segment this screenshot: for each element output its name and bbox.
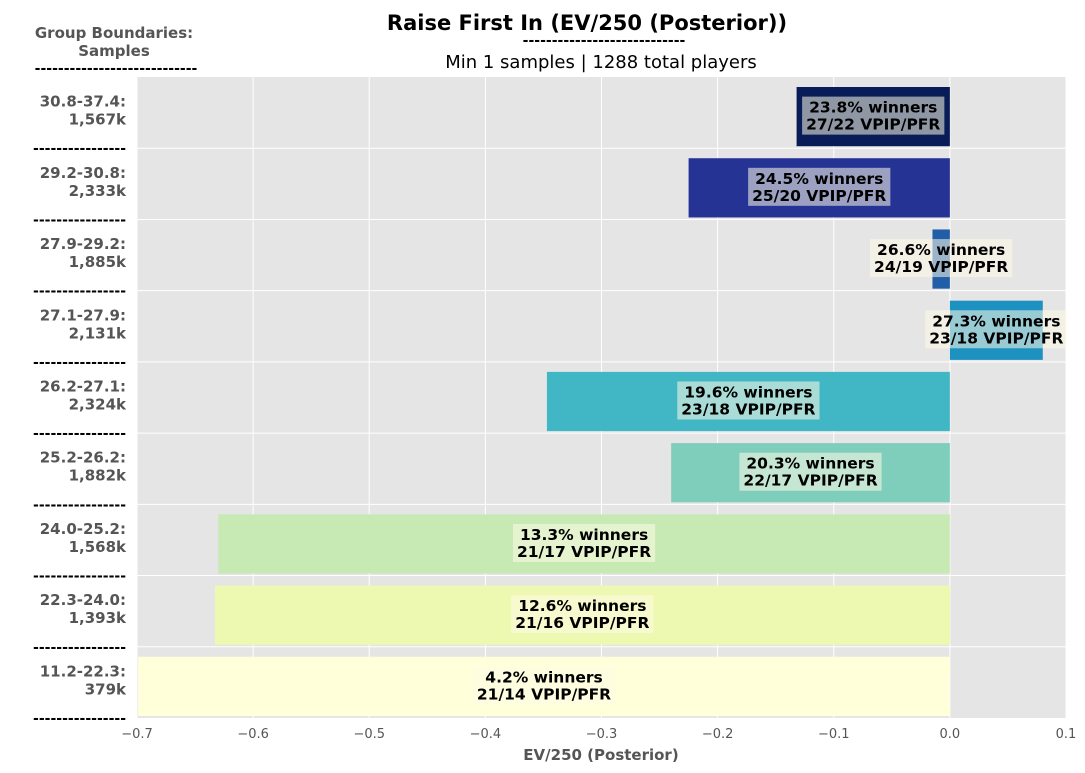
group-separator: ---------------- [33, 569, 126, 585]
bar-label-box [677, 381, 820, 420]
bar-label-vpip-pfr: 23/18 VPIP/PFR [929, 329, 1063, 347]
y-tick-samples: 379k [85, 680, 127, 698]
group-separator: ---------------- [33, 284, 126, 300]
bar-label-vpip-pfr: 22/17 VPIP/PFR [743, 472, 877, 490]
x-tick-label: 0.1 [1056, 727, 1077, 742]
bar-label-winners: 12.6% winners [518, 597, 646, 615]
bar-label-vpip-pfr: 24/19 VPIP/PFR [874, 258, 1008, 276]
x-axis-label: EV/250 (Posterior) [523, 746, 678, 764]
group-separator: ---------------- [33, 141, 126, 157]
x-tick-label: −0.4 [470, 727, 502, 742]
y-tick-samples: 1,882k [69, 467, 127, 485]
y-tick-samples: 1,568k [69, 538, 127, 556]
x-tick-label: −0.5 [353, 727, 385, 742]
y-tick-range: 22.3-24.0: [40, 591, 126, 609]
bar-label-box [925, 310, 1068, 349]
y-tick-range: 24.0-25.2: [40, 520, 126, 538]
y-tick-samples: 1,567k [69, 111, 127, 129]
bar-label-box [748, 167, 891, 206]
y-tick-range: 11.2-22.3: [40, 662, 126, 680]
x-tick-label: −0.3 [586, 727, 618, 742]
group-separator: ---------------- [33, 355, 126, 371]
bar-label-winners: 13.3% winners [520, 526, 648, 544]
bar-label-winners: 26.6% winners [877, 241, 1005, 259]
bar-label-box [739, 452, 882, 491]
left-header-underline: ---------------------------- [35, 61, 198, 77]
bar-label-winners: 19.6% winners [684, 384, 812, 402]
title-underline: ---------------------------- [523, 33, 686, 49]
left-header-line2: Samples [78, 42, 150, 60]
bar-label-vpip-pfr: 21/14 VPIP/PFR [477, 685, 611, 703]
left-header-line1: Group Boundaries: [35, 24, 193, 42]
group-separator: ---------------- [33, 711, 126, 727]
x-tick-label: −0.6 [237, 727, 269, 742]
y-tick-range: 30.8-37.4: [40, 93, 126, 111]
bar-label-box [511, 595, 654, 634]
bar-label-vpip-pfr: 21/17 VPIP/PFR [517, 543, 651, 561]
group-separator: ---------------- [33, 640, 126, 656]
x-tick-label: −0.2 [702, 727, 734, 742]
bar-label-winners: 23.8% winners [809, 99, 937, 117]
x-tick-label: −0.1 [818, 727, 850, 742]
y-tick-samples: 2,324k [69, 396, 127, 414]
bar-label-vpip-pfr: 27/22 VPIP/PFR [806, 116, 940, 134]
chart-subtitle: Min 1 samples | 1288 total players [445, 52, 757, 73]
y-tick-samples: 1,393k [69, 609, 127, 627]
group-separator: ---------------- [33, 497, 126, 513]
y-tick-range: 27.9-29.2: [40, 235, 126, 253]
bar-label-box [802, 96, 945, 135]
y-tick-range: 27.1-27.9: [40, 306, 126, 324]
x-tick-label: −0.7 [121, 727, 153, 742]
y-tick-range: 29.2-30.8: [40, 164, 126, 182]
bar-label-winners: 20.3% winners [746, 455, 874, 473]
bar-label-vpip-pfr: 25/20 VPIP/PFR [752, 187, 886, 205]
bar-label-winners: 24.5% winners [755, 170, 883, 188]
y-tick-range: 25.2-26.2: [40, 449, 126, 467]
bar-label-winners: 27.3% winners [932, 312, 1060, 330]
bar-label-vpip-pfr: 23/18 VPIP/PFR [681, 401, 815, 419]
bar-label-box [870, 239, 1013, 278]
group-separator: ---------------- [33, 426, 126, 442]
x-tick-label: 0.0 [940, 727, 961, 742]
bar-label-box [512, 523, 656, 562]
bar-label-winners: 4.2% winners [485, 668, 602, 686]
y-tick-samples: 2,333k [69, 182, 127, 200]
y-tick-samples: 2,131k [69, 324, 127, 342]
bar-label-vpip-pfr: 21/16 VPIP/PFR [515, 614, 649, 632]
bar-label-box [472, 666, 616, 705]
chart-title: Raise First In (EV/250 (Posterior)) [387, 11, 787, 35]
y-tick-range: 26.2-27.1: [40, 378, 126, 396]
y-tick-samples: 1,885k [69, 253, 127, 271]
group-separator: ---------------- [33, 212, 126, 228]
